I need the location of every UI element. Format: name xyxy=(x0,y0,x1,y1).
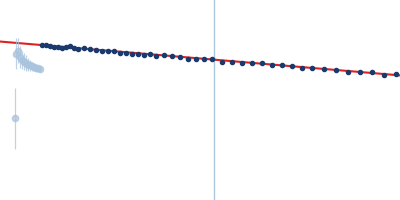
Point xyxy=(51,45,57,48)
Point xyxy=(249,62,255,65)
Point xyxy=(177,55,183,59)
Point xyxy=(55,45,61,48)
Point xyxy=(67,45,73,48)
Point xyxy=(93,48,99,51)
Point xyxy=(269,64,275,67)
Point xyxy=(63,45,69,49)
Point xyxy=(369,70,375,74)
Point xyxy=(333,68,339,72)
Point xyxy=(135,53,141,56)
Point xyxy=(161,54,167,57)
Point xyxy=(201,57,207,60)
Point xyxy=(229,60,235,63)
Point xyxy=(299,66,305,69)
Point xyxy=(381,74,387,77)
Point xyxy=(117,51,123,54)
Point xyxy=(105,49,111,52)
Point xyxy=(169,54,175,58)
Point xyxy=(393,73,399,76)
Point xyxy=(111,49,117,52)
Point xyxy=(193,57,199,60)
Point xyxy=(123,51,129,54)
Point xyxy=(129,53,135,56)
Point xyxy=(153,54,159,57)
Point xyxy=(321,67,327,70)
Point xyxy=(147,53,153,56)
Point xyxy=(47,44,53,48)
Point xyxy=(279,64,285,67)
Point xyxy=(259,61,265,64)
Point xyxy=(345,70,351,74)
Point xyxy=(71,47,77,50)
Point xyxy=(43,44,49,47)
Point xyxy=(185,58,191,61)
Point xyxy=(81,47,87,50)
Point xyxy=(357,70,363,74)
Point xyxy=(99,49,105,52)
Point xyxy=(39,43,45,47)
Point xyxy=(209,58,215,61)
Point xyxy=(309,66,315,70)
Point xyxy=(87,47,93,50)
Point xyxy=(75,47,81,50)
Point xyxy=(239,61,245,64)
Point xyxy=(289,64,295,67)
Point xyxy=(219,60,225,63)
Point xyxy=(59,46,65,49)
Point xyxy=(141,54,147,57)
